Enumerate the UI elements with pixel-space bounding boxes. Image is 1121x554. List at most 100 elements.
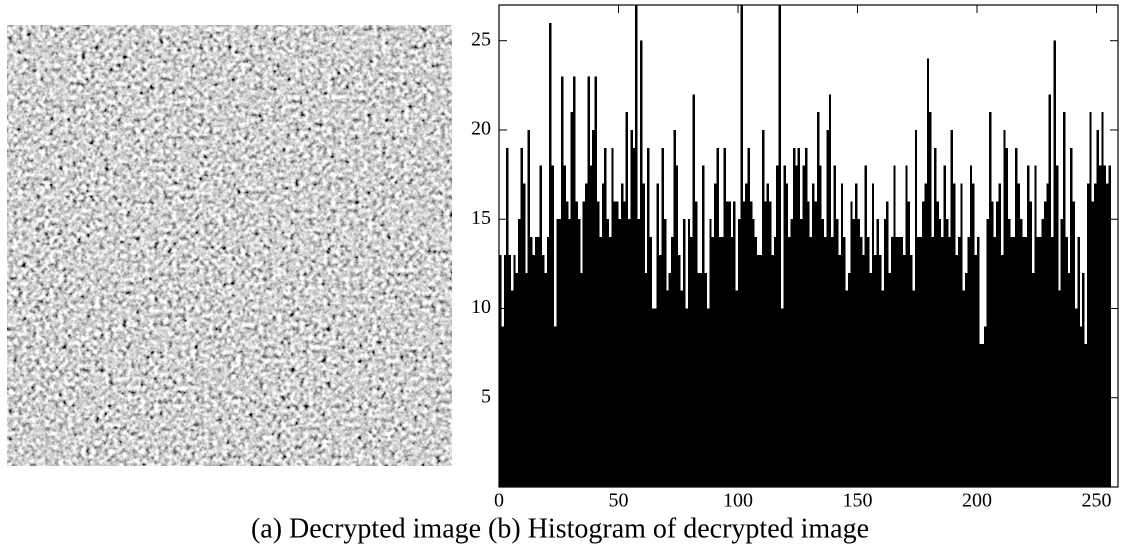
bar xyxy=(886,201,889,488)
bar xyxy=(807,201,810,488)
bar xyxy=(864,165,868,487)
bar xyxy=(1000,254,1004,487)
bar xyxy=(759,254,762,487)
bar xyxy=(785,183,789,487)
bar xyxy=(728,201,731,488)
bar xyxy=(718,237,722,487)
bar xyxy=(826,129,829,488)
bar xyxy=(510,290,514,487)
bar xyxy=(673,129,676,488)
bar xyxy=(1046,183,1049,487)
bar xyxy=(553,326,557,487)
bar xyxy=(1070,147,1073,487)
bar xyxy=(735,290,738,487)
bar xyxy=(907,201,911,488)
bar xyxy=(628,219,631,487)
bar xyxy=(953,183,956,487)
bar xyxy=(824,237,827,487)
bar xyxy=(948,237,951,487)
bar xyxy=(979,344,982,487)
bar xyxy=(737,219,741,487)
bar xyxy=(640,40,643,487)
bar xyxy=(771,254,774,487)
bar xyxy=(515,272,519,487)
bar xyxy=(933,147,937,487)
bar xyxy=(1101,112,1104,487)
bar xyxy=(905,165,908,487)
bar xyxy=(792,147,796,487)
bar xyxy=(616,201,619,488)
bar xyxy=(1067,272,1071,487)
bar xyxy=(1072,201,1075,488)
bar xyxy=(513,254,516,487)
bar xyxy=(1074,308,1078,487)
bar xyxy=(800,219,803,487)
bar xyxy=(709,219,712,487)
bar xyxy=(1041,219,1044,487)
bar xyxy=(656,183,660,487)
bar xyxy=(711,237,715,487)
bar xyxy=(604,147,607,487)
bar xyxy=(1082,272,1085,487)
bar xyxy=(694,201,698,488)
decrypted-image xyxy=(7,25,452,466)
bar xyxy=(862,254,865,487)
bar xyxy=(938,219,942,487)
bar xyxy=(881,290,884,487)
bar xyxy=(1086,183,1090,487)
bar xyxy=(993,237,997,487)
bar xyxy=(742,201,746,488)
bar xyxy=(764,201,767,488)
bar xyxy=(962,290,966,487)
bar xyxy=(960,183,963,487)
bar xyxy=(692,94,695,487)
bar xyxy=(943,165,946,487)
bar xyxy=(1091,201,1095,488)
bar xyxy=(632,147,636,487)
bar xyxy=(1065,237,1068,487)
bar xyxy=(950,129,954,488)
x-tick-label: 0 xyxy=(494,490,504,512)
x-tick-label: 250 xyxy=(1081,490,1111,512)
bar xyxy=(900,237,903,487)
bar xyxy=(573,76,576,487)
bar xyxy=(833,165,836,487)
bar xyxy=(520,147,523,487)
bar xyxy=(506,147,509,487)
bar xyxy=(1022,237,1025,487)
bar xyxy=(1096,129,1099,488)
bar xyxy=(589,165,593,487)
bar xyxy=(1077,237,1080,487)
bar xyxy=(601,183,605,487)
bar xyxy=(575,201,578,488)
bar xyxy=(969,165,973,487)
bar xyxy=(929,112,932,487)
bar xyxy=(525,272,528,487)
bar xyxy=(697,272,700,487)
bar xyxy=(714,183,717,487)
bar xyxy=(749,201,753,488)
bar xyxy=(857,219,860,487)
bar xyxy=(1089,112,1092,487)
bar xyxy=(577,219,581,487)
bar xyxy=(874,254,877,487)
bar xyxy=(919,237,923,487)
bar xyxy=(747,147,750,487)
bar xyxy=(542,254,545,487)
bar xyxy=(702,165,705,487)
bar xyxy=(936,201,939,488)
bar xyxy=(671,237,674,487)
bar xyxy=(895,237,899,487)
bar xyxy=(563,165,566,487)
y-tick-label: 10 xyxy=(471,296,491,318)
bar xyxy=(666,290,669,487)
x-tick-label: 50 xyxy=(608,490,628,512)
bar xyxy=(850,201,853,488)
bar xyxy=(859,237,863,487)
bar xyxy=(847,272,851,487)
bar xyxy=(599,237,602,487)
bar xyxy=(1012,237,1016,487)
bar xyxy=(532,254,535,487)
bar xyxy=(620,183,624,487)
bar xyxy=(745,183,748,487)
